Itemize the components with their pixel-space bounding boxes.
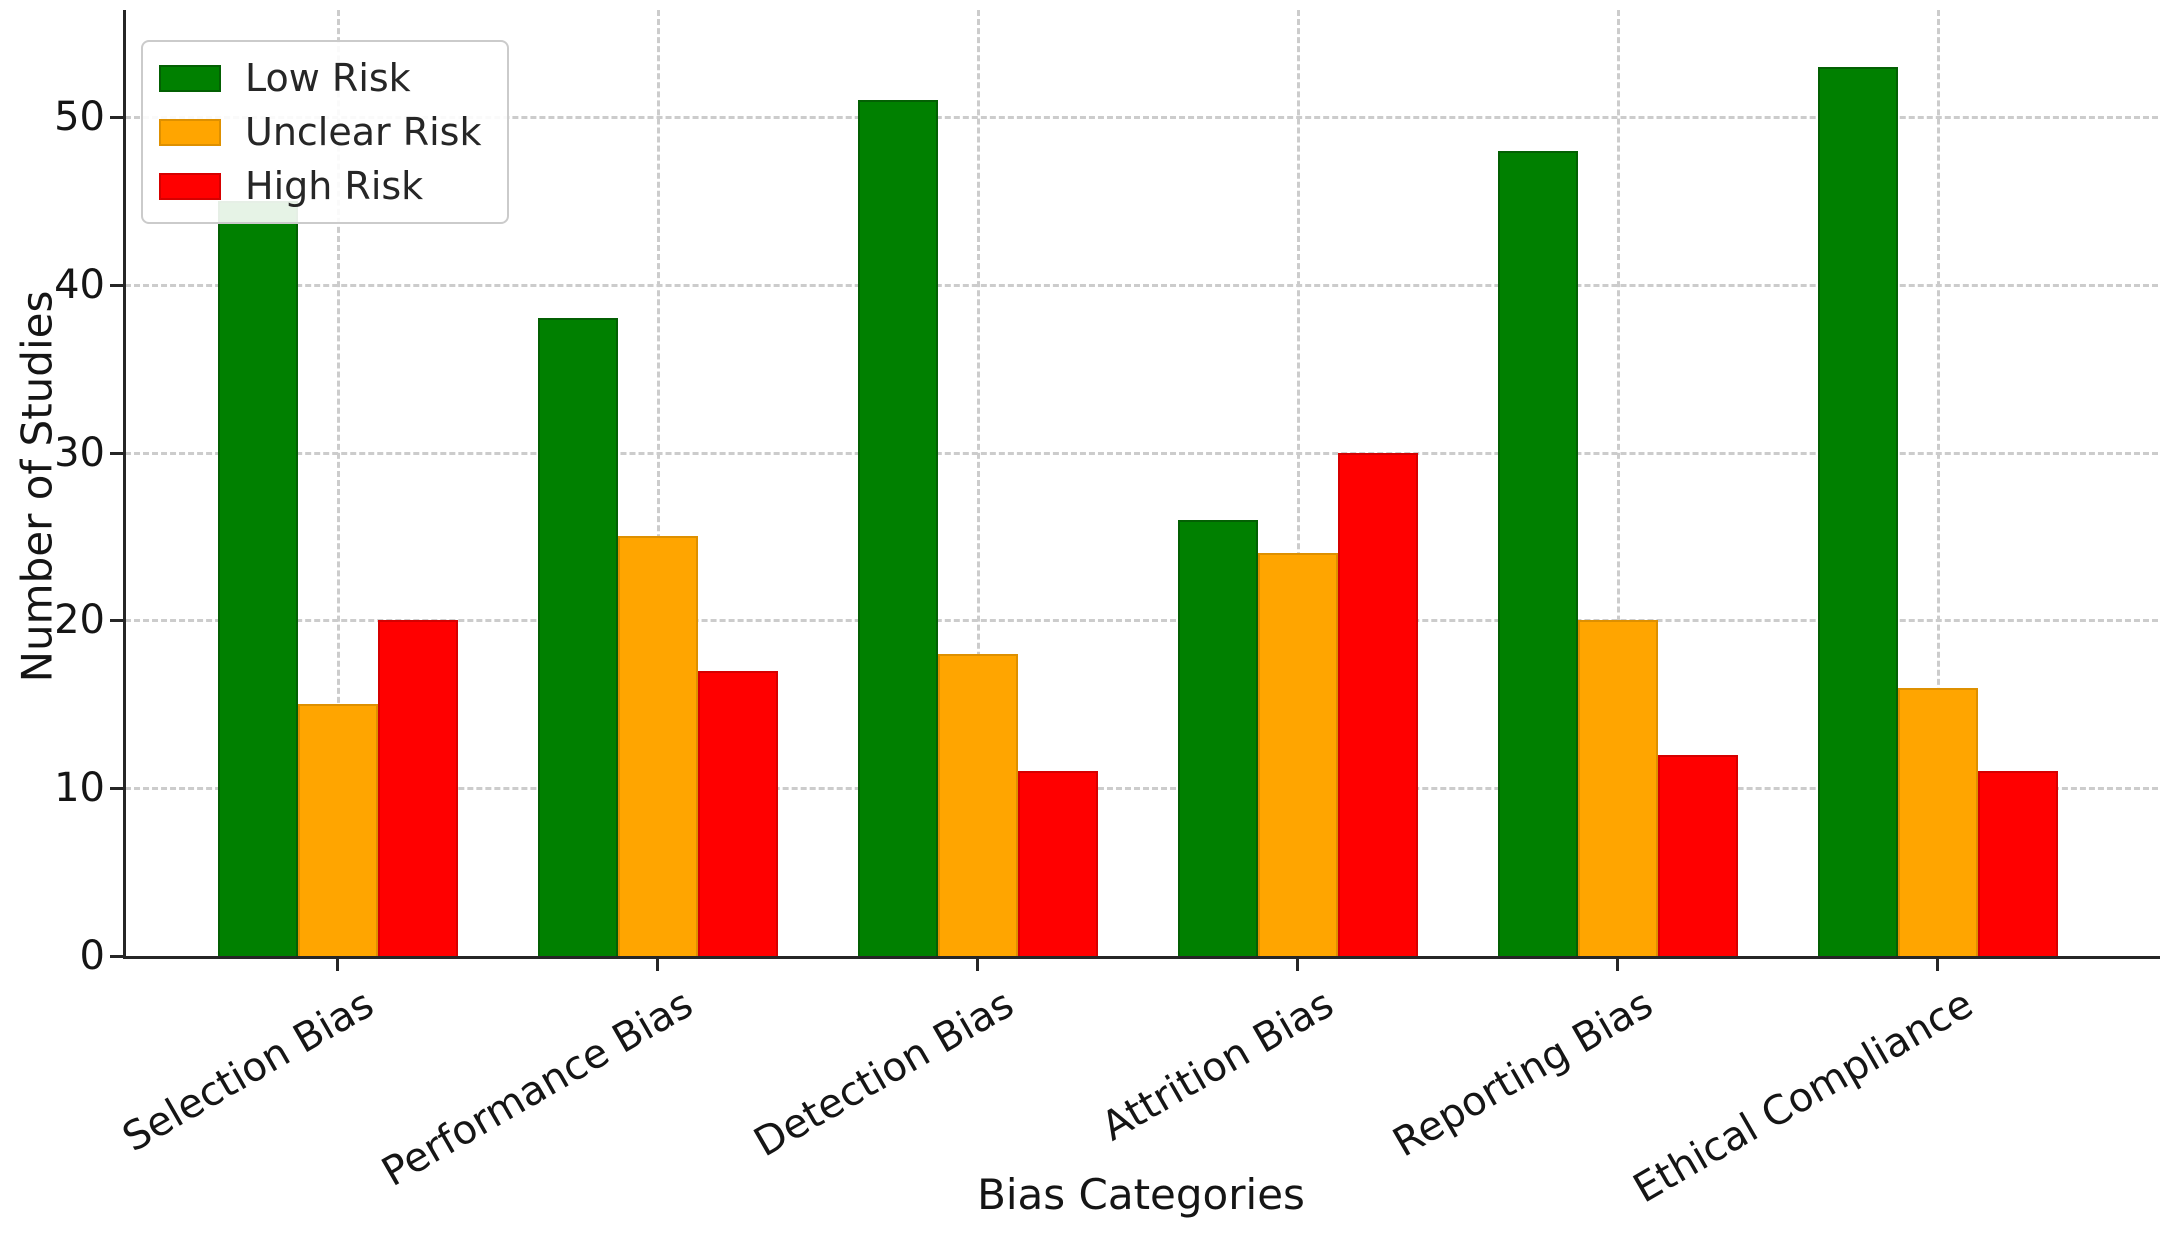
- y-tick-label: 0: [79, 933, 105, 979]
- legend-swatch: [159, 118, 221, 146]
- x-tick-label: Detection Bias: [746, 980, 1021, 1167]
- y-tick-label: 10: [54, 765, 105, 812]
- x-tick-label: Performance Bias: [374, 980, 701, 1196]
- x-tick-mark: [1296, 959, 1299, 971]
- x-tick-label: Ethical Compliance: [1626, 980, 1981, 1213]
- x-axis-label: Bias Categories: [977, 1170, 1305, 1219]
- y-tick-label: 40: [54, 261, 105, 308]
- x-tick-mark: [336, 959, 339, 971]
- gridline-vertical: [1936, 10, 1940, 956]
- bar-low-risk: [1817, 67, 1898, 956]
- gridline-vertical: [976, 10, 980, 956]
- gridline-vertical: [1296, 10, 1300, 956]
- gridline-horizontal: [125, 451, 2158, 455]
- legend: Low Risk Unclear Risk High Risk: [141, 40, 510, 224]
- gridline-horizontal: [125, 283, 2158, 287]
- legend-swatch: [159, 64, 221, 92]
- y-tick-mark: [110, 116, 123, 119]
- legend-item: Unclear Risk: [159, 112, 481, 152]
- bar-high-risk: [1977, 771, 2058, 956]
- x-tick-mark: [1616, 959, 1619, 971]
- legend-label: Low Risk: [245, 56, 411, 100]
- gridline-vertical: [336, 10, 340, 956]
- bar-high-risk: [697, 671, 778, 956]
- legend-label: Unclear Risk: [245, 110, 482, 154]
- x-tick-label: Attrition Bias: [1093, 980, 1341, 1151]
- bar-low-risk: [537, 318, 618, 956]
- bar-low-risk: [217, 201, 298, 956]
- bar-low-risk: [1177, 520, 1258, 956]
- y-tick-label: 30: [54, 429, 105, 476]
- bar-high-risk: [377, 620, 458, 956]
- y-tick-mark: [110, 451, 123, 455]
- x-tick-mark: [656, 959, 659, 971]
- bar-high-risk: [1017, 771, 1098, 956]
- gridline-horizontal: [125, 116, 2158, 119]
- legend-item: High Risk: [159, 166, 481, 206]
- y-tick-mark: [110, 619, 123, 623]
- legend-swatch: [159, 172, 221, 200]
- y-tick-mark: [110, 283, 123, 287]
- legend-item: Low Risk: [159, 58, 481, 98]
- bar-unclear-risk: [1897, 688, 1978, 956]
- gridline-vertical: [656, 10, 660, 956]
- y-axis-line: [123, 10, 126, 959]
- bar-high-risk: [1337, 453, 1418, 956]
- bar-unclear-risk: [297, 704, 378, 956]
- bar-low-risk: [857, 100, 938, 956]
- x-tick-mark: [976, 959, 979, 971]
- bar-high-risk: [1657, 755, 1738, 956]
- gridline-horizontal: [125, 619, 2158, 623]
- y-tick-mark: [110, 955, 123, 958]
- y-tick-label: 50: [54, 94, 105, 140]
- x-tick-label: Reporting Bias: [1385, 980, 1661, 1167]
- gridline-horizontal: [125, 787, 2158, 791]
- x-tick-label: Selection Bias: [114, 980, 382, 1162]
- bar-low-risk: [1497, 151, 1578, 956]
- bar-unclear-risk: [937, 654, 1018, 956]
- x-tick-mark: [1936, 959, 1939, 971]
- bar-unclear-risk: [617, 536, 698, 956]
- x-axis-line: [123, 956, 2160, 959]
- gridline-vertical: [1616, 10, 1620, 956]
- y-axis-label: Number of Studies: [12, 290, 62, 683]
- y-tick-mark: [110, 787, 123, 791]
- y-tick-label: 20: [54, 597, 105, 644]
- bar-unclear-risk: [1577, 620, 1658, 956]
- legend-label: High Risk: [245, 164, 424, 208]
- bar-unclear-risk: [1257, 553, 1338, 956]
